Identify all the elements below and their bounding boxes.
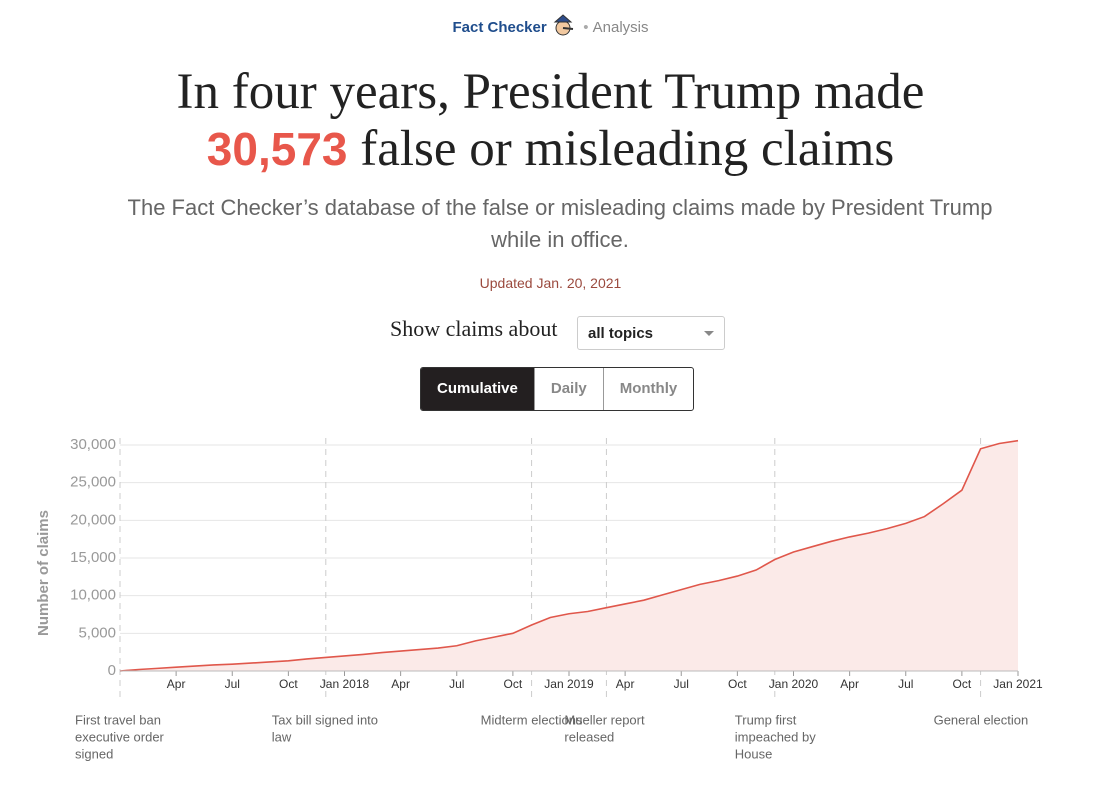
area bbox=[120, 440, 1018, 671]
headline-line: In four years, President Trump made bbox=[176, 64, 925, 120]
y-tick-label: 20,000 bbox=[70, 511, 116, 528]
annotation-label: released bbox=[564, 729, 614, 744]
tab[interactable]: Daily bbox=[533, 368, 603, 410]
chart: 0 5,000 10,000 15,000 20,000 25,000 30,000 Numb… bbox=[35, 436, 1043, 761]
y-tick-label: 15,000 bbox=[70, 549, 116, 566]
annotation-label: executive order bbox=[75, 729, 165, 744]
mascot-icon bbox=[553, 14, 573, 36]
brand-row: Fact Checker • Analysis bbox=[0, 14, 1101, 38]
x-tick-label: Jul bbox=[898, 677, 913, 691]
y-tick-label: 30,000 bbox=[70, 436, 116, 453]
tabs: Cumulative Daily Monthly bbox=[420, 367, 695, 411]
y-tick-label: 0 bbox=[108, 662, 116, 679]
select-value: all topics bbox=[588, 325, 654, 342]
annotation-label: House bbox=[735, 746, 773, 761]
y-tick-label: 10,000 bbox=[70, 587, 116, 604]
y-tick-label: 5,000 bbox=[78, 624, 116, 641]
x-tick-label: Jan 2021 bbox=[993, 677, 1043, 691]
annotation-label: signed bbox=[75, 746, 113, 761]
annotation-label: First travel ban bbox=[75, 712, 161, 727]
x-tick-label: Jan 2020 bbox=[769, 677, 819, 691]
x-tick-label: Jul bbox=[225, 677, 240, 691]
annotation-label: Trump first bbox=[735, 712, 797, 727]
headline-rest: false or misleading claims bbox=[360, 121, 895, 177]
x-tick-label: Jul bbox=[674, 677, 689, 691]
x-tick-label: Jan 2018 bbox=[320, 677, 370, 691]
x-tick-label: Jul bbox=[449, 677, 464, 691]
x-tick-label: Apr bbox=[840, 677, 859, 691]
annotation-label: law bbox=[272, 729, 292, 744]
headline-number: 30,573 bbox=[206, 123, 348, 175]
annotation-label: Tax bill signed into bbox=[272, 712, 378, 727]
annotation-label: Midterm elections bbox=[481, 712, 583, 727]
line bbox=[119, 439, 1019, 672]
section[interactable]: Analysis bbox=[592, 19, 649, 36]
headline: In four years, President Trump made 30,5… bbox=[0, 64, 1101, 178]
x-tick-label: Oct bbox=[504, 677, 523, 691]
y-axis-label: Number of claims bbox=[35, 510, 52, 636]
annotation-label: Mueller report bbox=[564, 712, 645, 727]
x-tick-label: Apr bbox=[616, 677, 635, 691]
headline-line: 30,573 false or misleading claims bbox=[0, 121, 1101, 178]
brand[interactable]: Fact Checker bbox=[452, 19, 547, 36]
caret bbox=[704, 331, 714, 336]
x-tick-label: Oct bbox=[953, 677, 972, 691]
x-tick-label: Oct bbox=[279, 677, 298, 691]
y-tick-label: 25,000 bbox=[70, 474, 116, 491]
updated: Updated Jan. 20, 2021 bbox=[479, 275, 622, 291]
x-tick-label: Apr bbox=[167, 677, 186, 691]
x-tick-label: Jan 2019 bbox=[544, 677, 594, 691]
annotation-label: impeached by bbox=[735, 729, 816, 744]
tab[interactable]: Cumulative bbox=[421, 368, 534, 410]
tab[interactable]: Monthly bbox=[602, 368, 693, 410]
filter-label: Show claims about bbox=[390, 316, 558, 341]
x-tick-label: Apr bbox=[391, 677, 410, 691]
topic-select[interactable]: all topics bbox=[577, 316, 725, 350]
x-tick-label: Oct bbox=[728, 677, 747, 691]
annotation-label: General election bbox=[934, 712, 1029, 727]
subtitle: The Fact Checker’s database of the false… bbox=[127, 195, 993, 252]
